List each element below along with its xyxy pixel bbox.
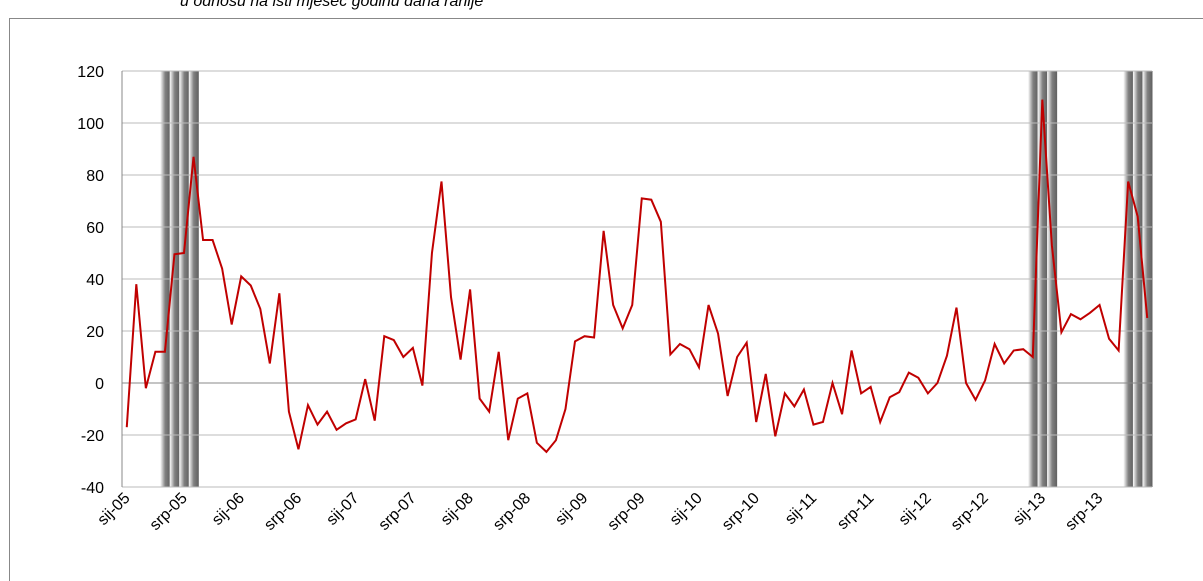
y-tick-label: 60 [86, 220, 104, 237]
x-tick-label: srp-06 [261, 490, 305, 534]
x-tick-label: srp-12 [948, 490, 992, 534]
x-tick-label: sij-11 [782, 490, 820, 528]
y-tick-label: 40 [86, 272, 104, 289]
x-tick-label: srp-07 [376, 490, 420, 534]
x-tick-label: srp-13 [1062, 490, 1106, 534]
chart-frame [9, 18, 1203, 581]
y-tick-label: 120 [77, 64, 104, 81]
data-line [125, 99, 1149, 454]
y-tick-label: 100 [77, 116, 104, 133]
x-tick-label: srp-05 [147, 490, 191, 534]
y-tick-label: 20 [86, 324, 104, 341]
x-tick-label: sij-10 [667, 490, 706, 529]
x-tick-label: sij-07 [323, 490, 362, 529]
x-tick-label: srp-09 [605, 490, 649, 534]
x-tick-label: sij-13 [1010, 490, 1049, 529]
y-tick-label: 0 [95, 376, 104, 393]
y-tick-label: -40 [81, 480, 104, 497]
y-tick-label: -20 [81, 428, 104, 445]
y-tick-label: 80 [86, 168, 104, 185]
x-tick-label: srp-08 [490, 490, 534, 534]
x-tick-label: srp-10 [719, 490, 763, 534]
x-tick-label: srp-11 [834, 490, 877, 533]
x-tick-label: sij-12 [896, 490, 935, 529]
x-tick-label: sij-09 [552, 490, 591, 529]
x-tick-label: sij-06 [209, 490, 248, 529]
x-tick-label: sij-08 [438, 490, 477, 529]
chart-title: u odnosu na isti mjesec godinu dana rani… [180, 0, 483, 10]
